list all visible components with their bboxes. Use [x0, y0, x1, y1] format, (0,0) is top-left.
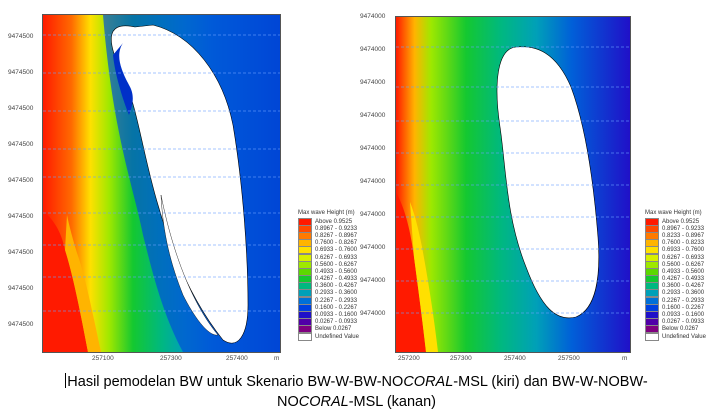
- legend-swatch: [298, 332, 312, 341]
- legend-label: 0.6933 - 0.7600: [662, 247, 705, 254]
- legend-label: 0.8967 - 0.9233: [315, 225, 358, 232]
- y-tick-label: 9474500: [8, 285, 34, 292]
- legend-entry: Undefined Value: [645, 332, 711, 341]
- y-tick-label: 9474000: [360, 211, 386, 218]
- left-map-legend: Max wave Height (m) Above 0.9525 0.8967 -…: [298, 210, 362, 341]
- y-tick-label: 9474000: [360, 178, 386, 185]
- legend-label: Undefined Value: [662, 333, 706, 340]
- x-tick-label: 257100: [92, 355, 114, 362]
- left-legend-title: Max wave Height (m): [298, 210, 355, 216]
- legend-label: 0.5600 - 0.6267: [315, 261, 358, 268]
- legend-label: 0.4933 - 0.5600: [315, 268, 358, 275]
- caption-line1-part-c: -MSL (kiri) dan BW-W-NOBW-: [453, 374, 648, 390]
- left-x-unit: m: [274, 355, 280, 362]
- legend-label: 0.0267 - 0.0933: [662, 319, 705, 326]
- legend-label: 0.8233 - 0.8967: [662, 232, 705, 239]
- legend-entry: Undefined Value: [298, 332, 362, 341]
- caption-line1-italic: CORAL: [403, 374, 454, 390]
- x-tick-label: 257300: [450, 355, 472, 362]
- legend-label: Below 0.0267: [315, 326, 352, 333]
- legend-label: 0.2933 - 0.3600: [662, 290, 705, 297]
- legend-label: 0.0933 - 0.1600: [315, 312, 358, 319]
- x-tick-label: 257400: [504, 355, 526, 362]
- y-tick-label: 9474500: [8, 33, 34, 40]
- legend-label: 0.3600 - 0.4267: [662, 283, 705, 290]
- y-tick-label: 9474500: [8, 249, 34, 256]
- legend-label: 0.2933 - 0.3600: [315, 290, 358, 297]
- legend-label: 0.4933 - 0.5600: [662, 268, 705, 275]
- x-tick-label: 257400: [226, 355, 248, 362]
- legend-label: 0.6267 - 0.6933: [662, 254, 705, 261]
- x-tick-label: 257300: [160, 355, 182, 362]
- right-map-legend: Max wave Height (m) Above 0.9525 0.8967 -…: [645, 210, 711, 341]
- legend-label: Undefined Value: [315, 333, 359, 340]
- y-tick-label: 9474000: [360, 310, 386, 317]
- legend-label: 0.3600 - 0.4267: [315, 283, 358, 290]
- y-tick-label: 9474500: [8, 69, 34, 76]
- caption-line2-part-c: -MSL (kanan): [348, 394, 437, 410]
- y-tick-label: 9474000: [360, 112, 386, 119]
- legend-label: Above 0.9525: [662, 218, 700, 225]
- caption-line-1: Hasil pemodelan BW untuk Skenario BW-W-B…: [0, 372, 713, 392]
- y-tick-label: 9474000: [360, 244, 386, 251]
- y-tick-label: 9474500: [8, 177, 34, 184]
- caption-line-2: NOCORAL-MSL (kanan): [0, 392, 713, 412]
- y-tick-label: 9474500: [8, 141, 34, 148]
- y-tick-label: 9474000: [360, 145, 386, 152]
- right-x-unit: m: [622, 355, 628, 362]
- legend-label: 0.8267 - 0.8967: [315, 232, 358, 239]
- legend-label: 0.5600 - 0.6267: [662, 261, 705, 268]
- right-wave-height-map: [395, 16, 631, 353]
- y-tick-label: 9474000: [360, 46, 386, 53]
- legend-label: 0.1600 - 0.2267: [662, 304, 705, 311]
- left-wave-height-map: [42, 14, 281, 353]
- y-tick-label: 9474000: [360, 277, 386, 284]
- legend-label: 0.0933 - 0.1600: [662, 312, 705, 319]
- left-map-panel: 9474500 9474500 9474500 9474500 9474500 94745…: [0, 0, 362, 370]
- legend-label: 0.6933 - 0.7600: [315, 247, 358, 254]
- y-tick-label: 9474000: [360, 79, 386, 86]
- legend-swatch: [645, 332, 659, 341]
- right-map-panel: 9474000 9474000 9474000 9474000 9474000 94740…: [358, 0, 713, 370]
- y-tick-label: 9474500: [8, 105, 34, 112]
- y-tick-label: 9474000: [360, 13, 386, 20]
- left-map-image: [43, 15, 280, 352]
- caption-line2-part-a: NO: [276, 394, 299, 410]
- text-cursor: [65, 373, 67, 388]
- legend-label: 0.2267 - 0.2933: [315, 297, 358, 304]
- right-map-image: [396, 17, 630, 352]
- right-legend-title: Max wave Height (m): [645, 210, 702, 216]
- legend-label: 0.2267 - 0.2933: [662, 297, 705, 304]
- y-tick-label: 9474500: [8, 321, 34, 328]
- legend-label: 0.1600 - 0.2267: [315, 304, 358, 311]
- x-tick-label: 257500: [558, 355, 580, 362]
- caption-line2-italic: CORAL: [298, 394, 349, 410]
- y-tick-label: 9474500: [8, 213, 34, 220]
- legend-label: 0.7600 - 0.8233: [662, 240, 705, 247]
- legend-label: Below 0.0267: [662, 326, 699, 333]
- legend-label: 0.6267 - 0.6933: [315, 254, 358, 261]
- caption-line1-part-a: Hasil pemodelan BW untuk Skenario BW-W-B…: [67, 374, 404, 390]
- x-tick-label: 257200: [398, 355, 420, 362]
- legend-label: 0.0267 - 0.0933: [315, 319, 358, 326]
- figure-caption: Hasil pemodelan BW untuk Skenario BW-W-B…: [0, 372, 713, 412]
- legend-label: 0.4267 - 0.4933: [662, 276, 705, 283]
- legend-label: Above 0.9525: [315, 218, 353, 225]
- legend-label: 0.8967 - 0.9233: [662, 225, 705, 232]
- legend-label: 0.4267 - 0.4933: [315, 276, 358, 283]
- legend-label: 0.7600 - 0.8267: [315, 240, 358, 247]
